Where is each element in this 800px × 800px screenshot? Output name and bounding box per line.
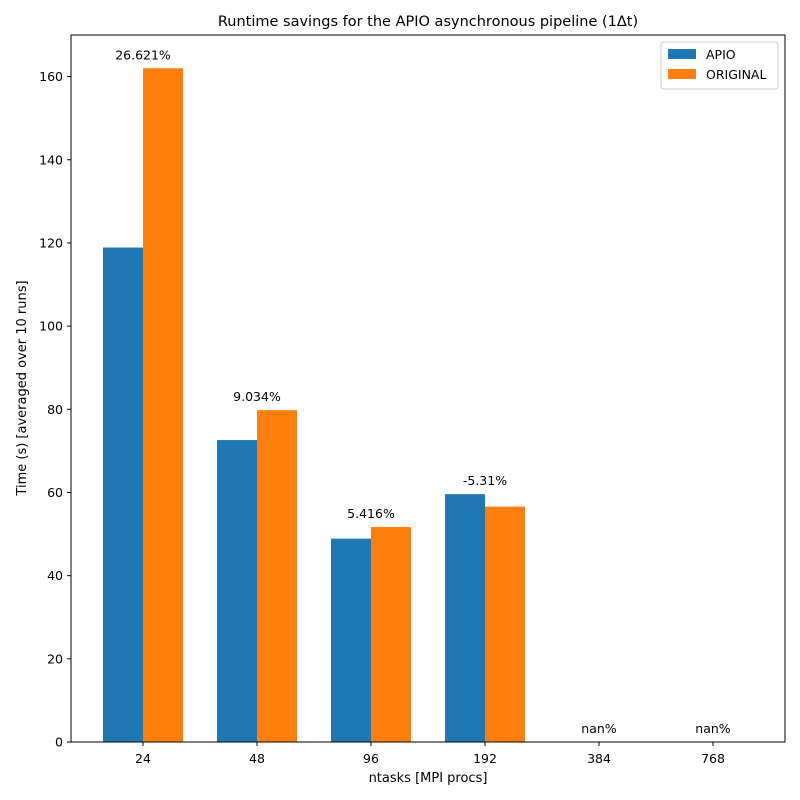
x-tick-label: 192 bbox=[473, 751, 497, 766]
bar-annotation-768: nan% bbox=[695, 721, 731, 736]
y-tick-label: 100 bbox=[39, 319, 63, 334]
bar-original-192 bbox=[485, 506, 525, 742]
legend: APIO ORIGINAL bbox=[660, 41, 779, 90]
y-tick-label: 140 bbox=[39, 152, 63, 167]
bar-original-48 bbox=[257, 410, 297, 742]
legend-swatch-apio bbox=[668, 49, 696, 59]
x-tick-label: 768 bbox=[701, 751, 725, 766]
bar-apio-192 bbox=[445, 494, 485, 742]
x-tick-label: 48 bbox=[249, 751, 265, 766]
y-tick-label: 80 bbox=[47, 402, 63, 417]
bar-original-96 bbox=[371, 526, 411, 742]
legend-label-original: ORIGINAL bbox=[706, 67, 766, 82]
y-tick-label: 60 bbox=[47, 485, 63, 500]
bar-annotation-384: nan% bbox=[581, 721, 617, 736]
bar-apio-96 bbox=[331, 538, 371, 742]
annotations-group: 26.621% 9.034% 5.416% -5.31% nan% nan% bbox=[115, 47, 731, 736]
y-axis: 0 20 40 60 80 100 120 140 160 bbox=[39, 69, 71, 750]
plot-frame bbox=[70, 34, 786, 743]
bar-apio-48 bbox=[217, 440, 257, 742]
legend-label-apio: APIO bbox=[706, 47, 736, 62]
bar-annotation-96: 5.416% bbox=[347, 506, 395, 521]
x-tick-label: 96 bbox=[363, 751, 379, 766]
legend-swatch-original bbox=[668, 69, 696, 79]
y-tick-label: 160 bbox=[39, 69, 63, 84]
x-tick-label: 384 bbox=[587, 751, 611, 766]
bar-annotation-48: 9.034% bbox=[233, 389, 281, 404]
y-tick-label: 0 bbox=[55, 735, 63, 750]
x-axis-label: ntasks [MPI procs] bbox=[369, 771, 488, 786]
y-tick-label: 20 bbox=[47, 651, 63, 666]
y-tick-label: 120 bbox=[39, 235, 63, 250]
x-axis: 24 48 96 192 384 768 bbox=[135, 742, 725, 766]
bar-apio-24 bbox=[103, 247, 143, 743]
bars-group bbox=[103, 68, 525, 743]
y-tick-label: 40 bbox=[47, 568, 63, 583]
bar-annotation-24: 26.621% bbox=[115, 47, 171, 62]
bar-annotation-192: -5.31% bbox=[463, 473, 507, 488]
bar-original-24 bbox=[143, 68, 183, 743]
y-axis-label: Time (s) [averaged over 10 runs] bbox=[15, 280, 30, 496]
x-tick-label: 24 bbox=[135, 751, 151, 766]
chart-title: Runtime savings for the APIO asynchronou… bbox=[218, 14, 638, 30]
